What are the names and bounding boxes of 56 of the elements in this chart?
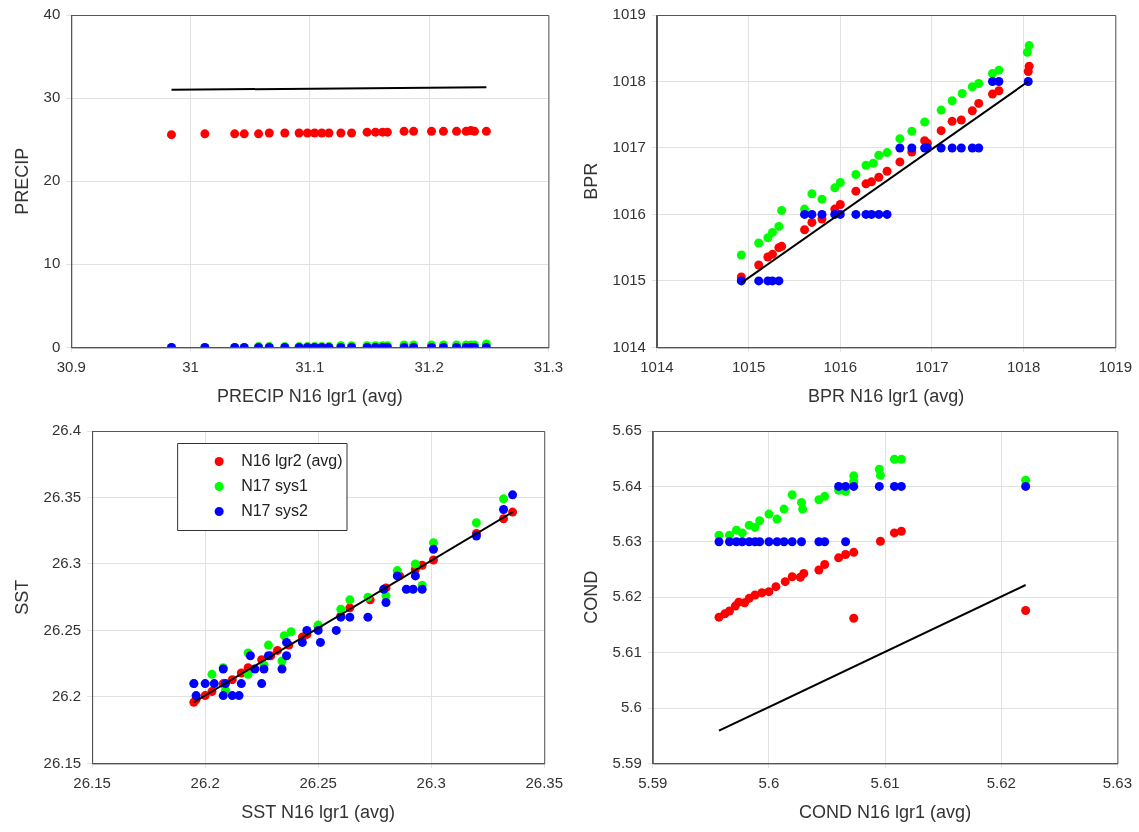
y-tick-label: 20 [43, 171, 61, 189]
legend-label: N17 sys2 [241, 501, 308, 519]
y-tick-label: 26.15 [43, 753, 82, 771]
x-tick-label: 31.1 [295, 357, 325, 375]
x-tick-label: 1018 [1006, 357, 1041, 375]
y-tick-label: 26.2 [51, 687, 82, 705]
y-tick-label: 10 [43, 254, 61, 272]
x-tick-label: 1014 [640, 357, 674, 375]
x-tick-label: 26.15 [73, 773, 111, 791]
y-tick-label: 5.64 [612, 476, 642, 494]
x-tick-label: 26.25 [299, 773, 337, 791]
x-axis-title: BPR N16 lgr1 (avg) [808, 386, 965, 407]
x-axis-title: PRECIP N16 lgr1 (avg) [216, 386, 403, 407]
y-tick-label: 0 [51, 337, 61, 355]
y-tick-label: 1016 [612, 204, 646, 222]
y-tick-label: 5.65 [612, 421, 642, 439]
y-axis-title: COND [580, 570, 601, 624]
y-tick-label: 30 [43, 88, 61, 106]
y-tick-label: 1014 [612, 337, 646, 355]
y-tick-label: 26.4 [51, 421, 82, 439]
y-tick-label: 26.35 [43, 487, 82, 505]
y-axis-title: PRECIP [11, 147, 32, 215]
x-tick-label: 1015 [731, 357, 766, 375]
x-tick-label: 1017 [915, 357, 949, 375]
x-tick-label: 31.2 [414, 357, 444, 375]
y-tick-label: 5.63 [612, 531, 642, 549]
y-tick-label: 26.3 [51, 554, 82, 572]
x-tick-label: 30.9 [56, 357, 86, 375]
y-tick-label: 5.62 [612, 587, 642, 605]
y-tick-label: 5.6 [620, 698, 642, 716]
x-tick-label: 5.59 [638, 773, 668, 791]
y-tick-label: 5.59 [612, 753, 642, 771]
x-tick-label: 5.62 [986, 773, 1016, 791]
x-tick-label: 5.63 [1102, 773, 1132, 791]
x-tick-label: 5.6 [758, 773, 780, 791]
x-tick-label: 26.35 [525, 773, 564, 791]
y-tick-label: 5.61 [612, 642, 642, 660]
y-tick-label: 1015 [612, 271, 646, 289]
y-axis-title: SST [11, 579, 32, 615]
x-axis-title: SST N16 lgr1 (avg) [241, 802, 396, 823]
legend-label: N16 lgr2 (avg) [241, 451, 343, 469]
y-tick-label: 1017 [612, 138, 646, 156]
x-tick-label: 26.3 [416, 773, 446, 791]
x-axis-title: COND N16 lgr1 (avg) [799, 802, 972, 823]
legend-label: N17 sys1 [241, 476, 308, 494]
y-tick-label: 1019 [612, 5, 646, 23]
x-tick-label: 26.2 [190, 773, 220, 791]
y-tick-label: 40 [43, 5, 61, 23]
y-tick-label: 26.25 [43, 620, 82, 638]
x-tick-label: 31 [182, 357, 199, 375]
x-tick-label: 1016 [823, 357, 857, 375]
y-axis-title: BPR [580, 162, 601, 200]
y-tick-label: 1018 [612, 71, 646, 89]
x-tick-label: 31.3 [533, 357, 563, 375]
x-tick-label: 1019 [1098, 357, 1132, 375]
x-tick-label: 5.61 [870, 773, 900, 791]
